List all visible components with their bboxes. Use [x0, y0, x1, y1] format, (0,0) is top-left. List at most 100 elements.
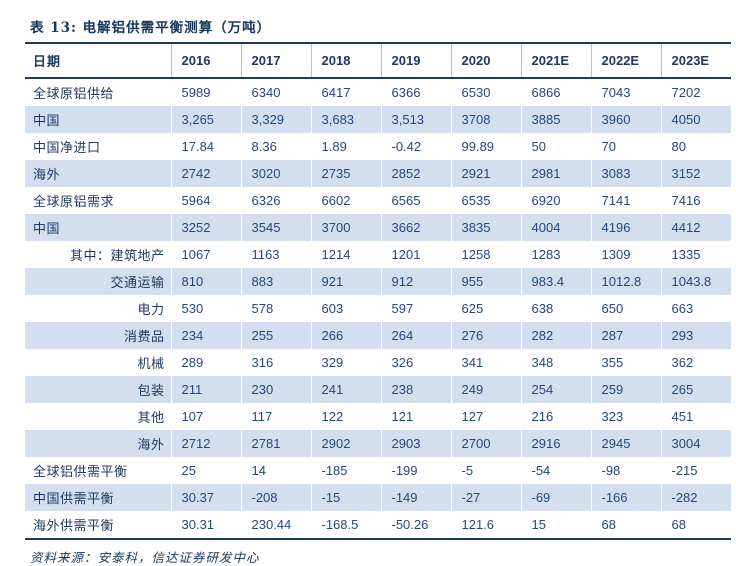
cell-value: 663	[660, 295, 731, 322]
cell-value: 68	[590, 511, 661, 540]
cell-value: 578	[240, 295, 311, 322]
cell-value: 249	[450, 376, 521, 403]
cell-value: 2902	[310, 430, 381, 457]
cell-value: 883	[240, 268, 311, 295]
row-label: 海外供需平衡	[25, 511, 171, 540]
cell-value: 230	[240, 376, 311, 403]
cell-value: 7416	[660, 187, 731, 214]
cell-value: 3,513	[380, 106, 451, 133]
cell-value: 7141	[590, 187, 661, 214]
cell-value: -15	[310, 484, 381, 511]
cell-value: 3,683	[310, 106, 381, 133]
row-label: 海外	[137, 438, 165, 453]
cell-value: 1201	[380, 241, 451, 268]
cell-value: 265	[660, 376, 731, 403]
table-title: 表 13: 电解铝供需平衡测算（万吨）	[30, 20, 272, 36]
table-body: 全球原铝供给 5989 6340 6417 6366 6530 6866 7043 7202 中国…	[25, 78, 731, 540]
table-row: 海外 2742 3020 2735 2852 2921 2981 3083 3152	[25, 160, 731, 187]
row-label: 其中：建筑地产	[69, 249, 165, 264]
cell-value: -149	[380, 484, 451, 511]
cell-value: 3,329	[240, 106, 311, 133]
cell-value: 4196	[590, 214, 661, 241]
cell-value: 3004	[660, 430, 731, 457]
table-row: 全球原铝供给 5989 6340 6417 6366 6530 6866 7043 7202	[25, 78, 731, 106]
year-column-header: 2020	[450, 43, 521, 79]
cell-value: 6866	[520, 78, 591, 106]
cell-value: 3083	[590, 160, 661, 187]
table-row: 中国 3252 3545 3700 3662 3835 4004 4196 4412	[25, 214, 731, 241]
cell-value: 3960	[590, 106, 661, 133]
table-row: 交通运输 810 883 921 912 955 983.4 1012.8 1043.8	[25, 268, 731, 295]
cell-value: 7043	[590, 78, 661, 106]
cell-value: 650	[590, 295, 661, 322]
cell-value: 1012.8	[590, 268, 661, 295]
cell-value: 99.89	[450, 133, 521, 160]
cell-value: 1067	[170, 241, 241, 268]
cell-value: 1309	[590, 241, 661, 268]
row-label: 包装	[137, 384, 165, 399]
cell-value: 80	[660, 133, 731, 160]
cell-value: -98	[590, 457, 661, 484]
cell-value: 230.44	[240, 511, 311, 540]
cell-value: 603	[310, 295, 381, 322]
cell-value: 2735	[310, 160, 381, 187]
year-column-header: 2022E	[590, 43, 661, 79]
table-row: 全球原铝需求 5964 6326 6602 6565 6535 6920 7141 7416	[25, 187, 731, 214]
cell-value: 912	[380, 268, 451, 295]
cell-value: 3885	[520, 106, 591, 133]
cell-value: 5989	[170, 78, 241, 106]
cell-value: 2916	[520, 430, 591, 457]
cell-value: 2742	[170, 160, 241, 187]
row-label: 中国	[33, 222, 61, 237]
cell-value: 127	[450, 403, 521, 430]
cell-value: 329	[310, 349, 381, 376]
cell-value: 341	[450, 349, 521, 376]
cell-value: -168.5	[310, 511, 381, 540]
supply-demand-table: 日期 2016 2017 2018 2019 2020 2021E 2022E 2023E 全球…	[25, 42, 731, 540]
cell-value: -208	[240, 484, 311, 511]
cell-value: -166	[590, 484, 661, 511]
table-header: 日期 2016 2017 2018 2019 2020 2021E 2022E 2023E	[25, 43, 731, 79]
cell-value: 6417	[310, 78, 381, 106]
cell-value: 1214	[310, 241, 381, 268]
year-column-header: 2021E	[520, 43, 591, 79]
year-column-header: 2017	[240, 43, 311, 79]
row-label: 海外	[33, 168, 61, 183]
cell-value: 1258	[450, 241, 521, 268]
cell-value: 6340	[240, 78, 311, 106]
cell-value: 107	[170, 403, 241, 430]
cell-value: 1163	[240, 241, 311, 268]
cell-value: 122	[310, 403, 381, 430]
row-label: 消费品	[123, 330, 165, 345]
cell-value: 266	[310, 322, 381, 349]
table-row: 中国供需平衡 30.37 -208 -15 -149 -27 -69 -166 -282	[25, 484, 731, 511]
cell-value: 3708	[450, 106, 521, 133]
cell-value: 216	[520, 403, 591, 430]
cell-value: -0.42	[380, 133, 451, 160]
cell-value: 6366	[380, 78, 451, 106]
cell-value: -69	[520, 484, 591, 511]
cell-value: 211	[170, 376, 241, 403]
cell-value: 638	[520, 295, 591, 322]
row-label: 全球原铝供给	[33, 87, 115, 102]
cell-value: 30.37	[170, 484, 241, 511]
row-label: 全球铝供需平衡	[33, 465, 128, 480]
cell-value: 1335	[660, 241, 731, 268]
cell-value: 289	[170, 349, 241, 376]
year-column-header: 2019	[380, 43, 451, 79]
table-row: 海外供需平衡 30.31 230.44 -168.5 -50.26 121.6 15 68 68	[25, 511, 731, 540]
table-row: 电力 530 578 603 597 625 638 650 663	[25, 295, 731, 322]
cell-value: 3835	[450, 214, 521, 241]
year-column-header: 2023E	[660, 43, 731, 79]
cell-value: 362	[660, 349, 731, 376]
cell-value: 323	[590, 403, 661, 430]
table-row: 海外 2712 2781 2902 2903 2700 2916 2945 3004	[25, 430, 731, 457]
cell-value: 597	[380, 295, 451, 322]
cell-value: 530	[170, 295, 241, 322]
cell-value: 2981	[520, 160, 591, 187]
cell-value: -282	[660, 484, 731, 511]
cell-value: 6326	[240, 187, 311, 214]
row-label: 机械	[137, 357, 165, 372]
cell-value: 238	[380, 376, 451, 403]
